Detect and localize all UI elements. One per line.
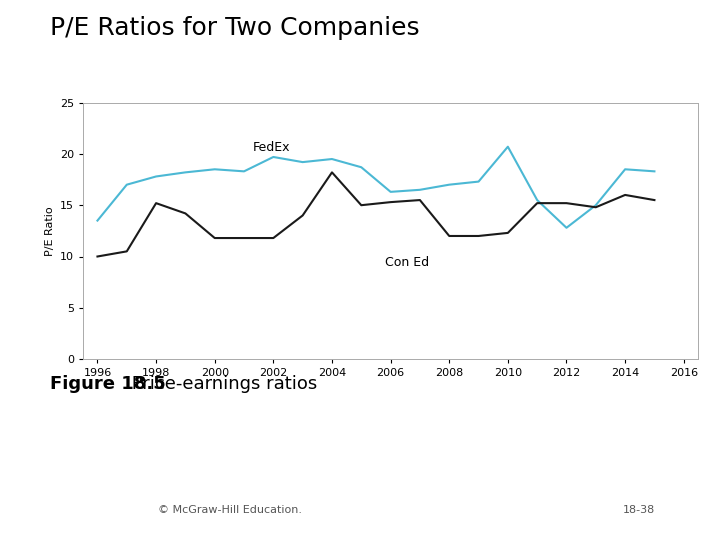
Y-axis label: P/E Ratio: P/E Ratio <box>45 206 55 255</box>
Text: FedEx: FedEx <box>253 141 290 154</box>
Text: Price-earnings ratios: Price-earnings ratios <box>126 375 318 393</box>
Text: P/E Ratios for Two Companies: P/E Ratios for Two Companies <box>50 16 420 40</box>
Text: Con Ed: Con Ed <box>384 256 429 269</box>
Text: INVESTMENTS | BODIE, KANE, MARCUS: INVESTMENTS | BODIE, KANE, MARCUS <box>366 449 698 465</box>
Text: 18-38: 18-38 <box>623 505 655 515</box>
Text: © McGraw-Hill Education.: © McGraw-Hill Education. <box>158 505 302 515</box>
Text: Figure 18.5: Figure 18.5 <box>50 375 166 393</box>
